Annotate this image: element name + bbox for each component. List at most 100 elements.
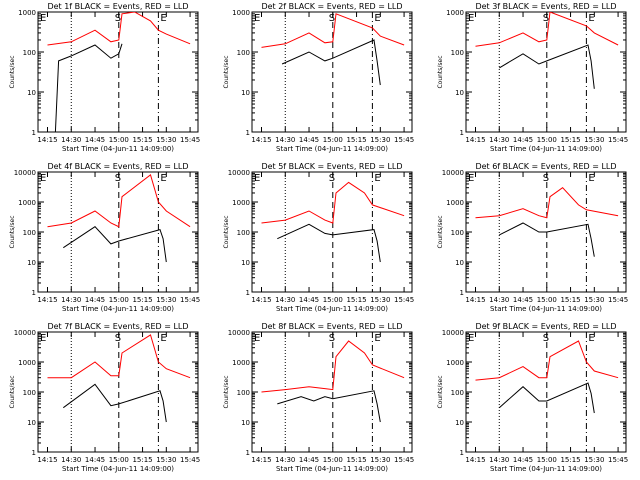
x-tick-label: 14:30 — [275, 296, 295, 304]
start-marker-label: S — [115, 173, 121, 184]
x-tick-label: 15:45 — [394, 456, 414, 464]
y-axis-label: Counts/sec — [9, 215, 16, 248]
x-tick-label: 14:30 — [275, 136, 295, 144]
end-marker-label: E — [468, 13, 474, 24]
x-tick-label: 15:30 — [584, 136, 604, 144]
x-tick-label: 15:00 — [323, 456, 343, 464]
panel-title: Det 2f BLACK = Events, RED = LLD — [261, 2, 402, 11]
y-tick-label: 100 — [451, 229, 464, 237]
x-tick-label: 15:15 — [132, 136, 152, 144]
end-marker-label: E — [40, 333, 46, 344]
y-tick-label: 10000 — [14, 329, 36, 337]
x-tick-label: 14:45 — [513, 296, 533, 304]
x-tick-label: 14:30 — [489, 296, 509, 304]
panel-1: Det 1f BLACK = Events, RED = LLD 1 10 100 10… — [9, 2, 200, 153]
events-series-line — [277, 390, 381, 423]
start-marker-label: S — [329, 173, 335, 184]
x-tick-label: 15:15 — [132, 296, 152, 304]
end-marker-label: E — [40, 13, 46, 24]
y-tick-label: 10 — [455, 89, 464, 97]
x-axis-label: Start Time (04-Jun-11 14:09:00) — [490, 305, 602, 313]
start-marker-label: S — [543, 333, 549, 344]
y-tick-label: 10 — [27, 89, 36, 97]
end-marker-label: E — [468, 173, 474, 184]
events-series-line — [277, 223, 381, 263]
x-tick-label: 14:30 — [489, 456, 509, 464]
lld-series-line — [475, 12, 619, 47]
x-tick-label: 14:45 — [85, 136, 105, 144]
x-tick-label: 15:00 — [537, 136, 557, 144]
y-tick-label: 1 — [460, 129, 464, 137]
x-tick-label: 15:30 — [370, 456, 390, 464]
lld-series-line — [47, 174, 191, 228]
x-tick-label: 14:15 — [251, 296, 271, 304]
panel-9: Det 9f BLACK = Events, RED = LLD 1 10 100 10… — [437, 322, 628, 473]
panel-title: Det 6f BLACK = Events, RED = LLD — [475, 162, 616, 171]
x-axis-label: Start Time (04-Jun-11 14:09:00) — [62, 305, 174, 313]
start-marker-label: S — [543, 173, 549, 184]
x-tick-label: 15:45 — [608, 456, 628, 464]
y-axis-label: Counts/sec — [223, 375, 230, 408]
panel-title: Det 8f BLACK = Events, RED = LLD — [261, 322, 402, 331]
end-marker-label: E — [40, 173, 46, 184]
y-axis-label: Counts/sec — [9, 55, 16, 88]
y-axis-label: Counts/sec — [9, 375, 16, 408]
end-marker-label: E — [160, 13, 166, 24]
lld-series-line — [47, 334, 191, 379]
x-tick-label: 15:15 — [560, 456, 580, 464]
plot-frame — [37, 171, 199, 293]
events-series-line — [54, 43, 123, 132]
y-tick-label: 100 — [23, 49, 36, 57]
panel-2: Det 2f BLACK = Events, RED = LLD 1 10 100 10… — [223, 2, 414, 153]
y-tick-label: 10000 — [442, 169, 464, 177]
start-marker-label: S — [329, 333, 335, 344]
y-tick-label: 1 — [460, 289, 464, 297]
x-tick-label: 15:45 — [180, 136, 200, 144]
y-axis-label: Counts/sec — [437, 215, 444, 248]
y-tick-label: 1 — [246, 449, 250, 457]
x-tick-label: 15:15 — [346, 136, 366, 144]
x-tick-label: 14:15 — [465, 296, 485, 304]
lld-series-line — [261, 181, 405, 224]
y-tick-label: 10 — [241, 419, 250, 427]
plot-frame — [37, 11, 199, 133]
x-tick-label: 14:15 — [465, 136, 485, 144]
x-tick-label: 14:15 — [251, 456, 271, 464]
y-tick-label: 100 — [237, 389, 250, 397]
lld-series-line — [261, 13, 405, 48]
y-tick-label: 1 — [32, 289, 36, 297]
x-tick-label: 15:00 — [537, 456, 557, 464]
x-tick-label: 14:30 — [61, 456, 81, 464]
lld-series-line — [47, 12, 191, 46]
end-marker-label: E — [254, 333, 260, 344]
x-tick-label: 14:45 — [513, 456, 533, 464]
start-marker-label: S — [115, 333, 121, 344]
y-tick-label: 10000 — [442, 329, 464, 337]
end-marker-label: E — [254, 13, 260, 24]
events-series-line — [63, 383, 167, 423]
plot-frame — [37, 331, 199, 453]
y-tick-label: 100 — [23, 389, 36, 397]
end-marker-label: E — [254, 173, 260, 184]
y-tick-label: 1000 — [18, 9, 36, 17]
y-tick-label: 1000 — [18, 359, 36, 367]
y-tick-label: 10000 — [228, 329, 250, 337]
end-marker-label: E — [374, 173, 380, 184]
y-tick-label: 10 — [455, 419, 464, 427]
x-tick-label: 15:45 — [608, 296, 628, 304]
end-marker-label: E — [374, 333, 380, 344]
panel-3: Det 3f BLACK = Events, RED = LLD 1 10 100 10… — [437, 2, 628, 153]
panel-title: Det 1f BLACK = Events, RED = LLD — [47, 2, 188, 11]
x-tick-label: 15:00 — [537, 296, 557, 304]
x-tick-label: 14:45 — [513, 136, 533, 144]
end-marker-label: E — [588, 333, 594, 344]
lld-series-line — [261, 340, 405, 393]
x-tick-label: 15:30 — [156, 296, 176, 304]
y-tick-label: 1 — [460, 449, 464, 457]
y-tick-label: 1 — [246, 129, 250, 137]
x-tick-label: 15:15 — [560, 296, 580, 304]
y-tick-label: 10000 — [228, 169, 250, 177]
end-marker-label: E — [588, 13, 594, 24]
panel-4: Det 4f BLACK = Events, RED = LLD 1 10 100 10… — [9, 162, 200, 313]
